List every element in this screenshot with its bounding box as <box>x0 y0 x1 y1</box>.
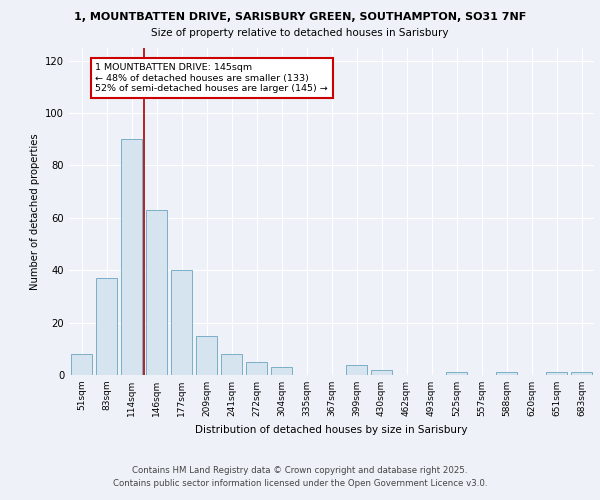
Bar <box>146 210 167 375</box>
Bar <box>496 372 517 375</box>
Bar <box>571 372 592 375</box>
X-axis label: Distribution of detached houses by size in Sarisbury: Distribution of detached houses by size … <box>195 424 468 434</box>
Bar <box>271 367 292 375</box>
Text: Contains HM Land Registry data © Crown copyright and database right 2025.
Contai: Contains HM Land Registry data © Crown c… <box>113 466 487 487</box>
Bar <box>371 370 392 375</box>
Text: Size of property relative to detached houses in Sarisbury: Size of property relative to detached ho… <box>151 28 449 38</box>
Text: 1, MOUNTBATTEN DRIVE, SARISBURY GREEN, SOUTHAMPTON, SO31 7NF: 1, MOUNTBATTEN DRIVE, SARISBURY GREEN, S… <box>74 12 526 22</box>
Y-axis label: Number of detached properties: Number of detached properties <box>29 133 40 290</box>
Bar <box>546 372 567 375</box>
Bar <box>246 362 267 375</box>
Text: 1 MOUNTBATTEN DRIVE: 145sqm
← 48% of detached houses are smaller (133)
52% of se: 1 MOUNTBATTEN DRIVE: 145sqm ← 48% of det… <box>95 63 328 93</box>
Bar <box>121 139 142 375</box>
Bar <box>96 278 117 375</box>
Bar <box>171 270 192 375</box>
Bar <box>71 354 92 375</box>
Bar <box>221 354 242 375</box>
Bar <box>346 364 367 375</box>
Bar <box>446 372 467 375</box>
Bar <box>196 336 217 375</box>
